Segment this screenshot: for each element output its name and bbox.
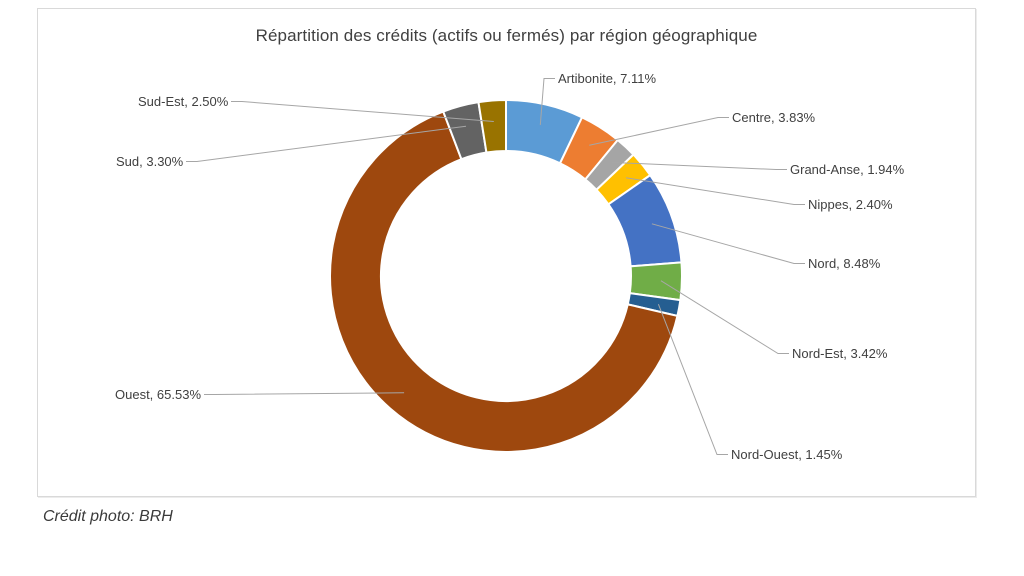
- data-label-artibonite: Artibonite, 7.11%: [558, 71, 657, 86]
- data-label-sud: Sud, 3.30%: [116, 154, 184, 169]
- chart-title: Répartition des crédits (actifs ou fermé…: [255, 26, 758, 45]
- photo-credit: Crédit photo: BRH: [43, 508, 173, 525]
- data-label-nord-ouest: Nord-Ouest, 1.45%: [731, 447, 843, 462]
- leader-line-artibonite: [539, 78, 555, 125]
- data-label-grand-anse: Grand-Anse, 1.94%: [790, 162, 905, 177]
- leader-line-ouest: [204, 392, 405, 395]
- data-label-nord-est: Nord-Est, 3.42%: [792, 346, 888, 361]
- data-label-nippes: Nippes, 2.40%: [808, 197, 893, 212]
- slice-ouest: [329, 110, 679, 453]
- data-label-nord: Nord, 8.48%: [808, 256, 881, 271]
- leader-line-sud-est: [231, 101, 494, 122]
- leader-line-nippes: [625, 177, 805, 205]
- leader-line-grand-anse: [611, 161, 787, 170]
- data-label-centre: Centre, 3.83%: [732, 110, 816, 125]
- leader-line-nord-est: [660, 280, 789, 354]
- leader-line-sud: [186, 125, 467, 162]
- data-label-sud-est: Sud-Est, 2.50%: [138, 94, 229, 109]
- leader-line-nord: [651, 223, 805, 264]
- leader-line-centre: [589, 117, 729, 146]
- data-label-ouest: Ouest, 65.53%: [115, 387, 201, 402]
- slice-sud-est: [477, 98, 507, 154]
- leader-line-nord-ouest: [657, 304, 728, 455]
